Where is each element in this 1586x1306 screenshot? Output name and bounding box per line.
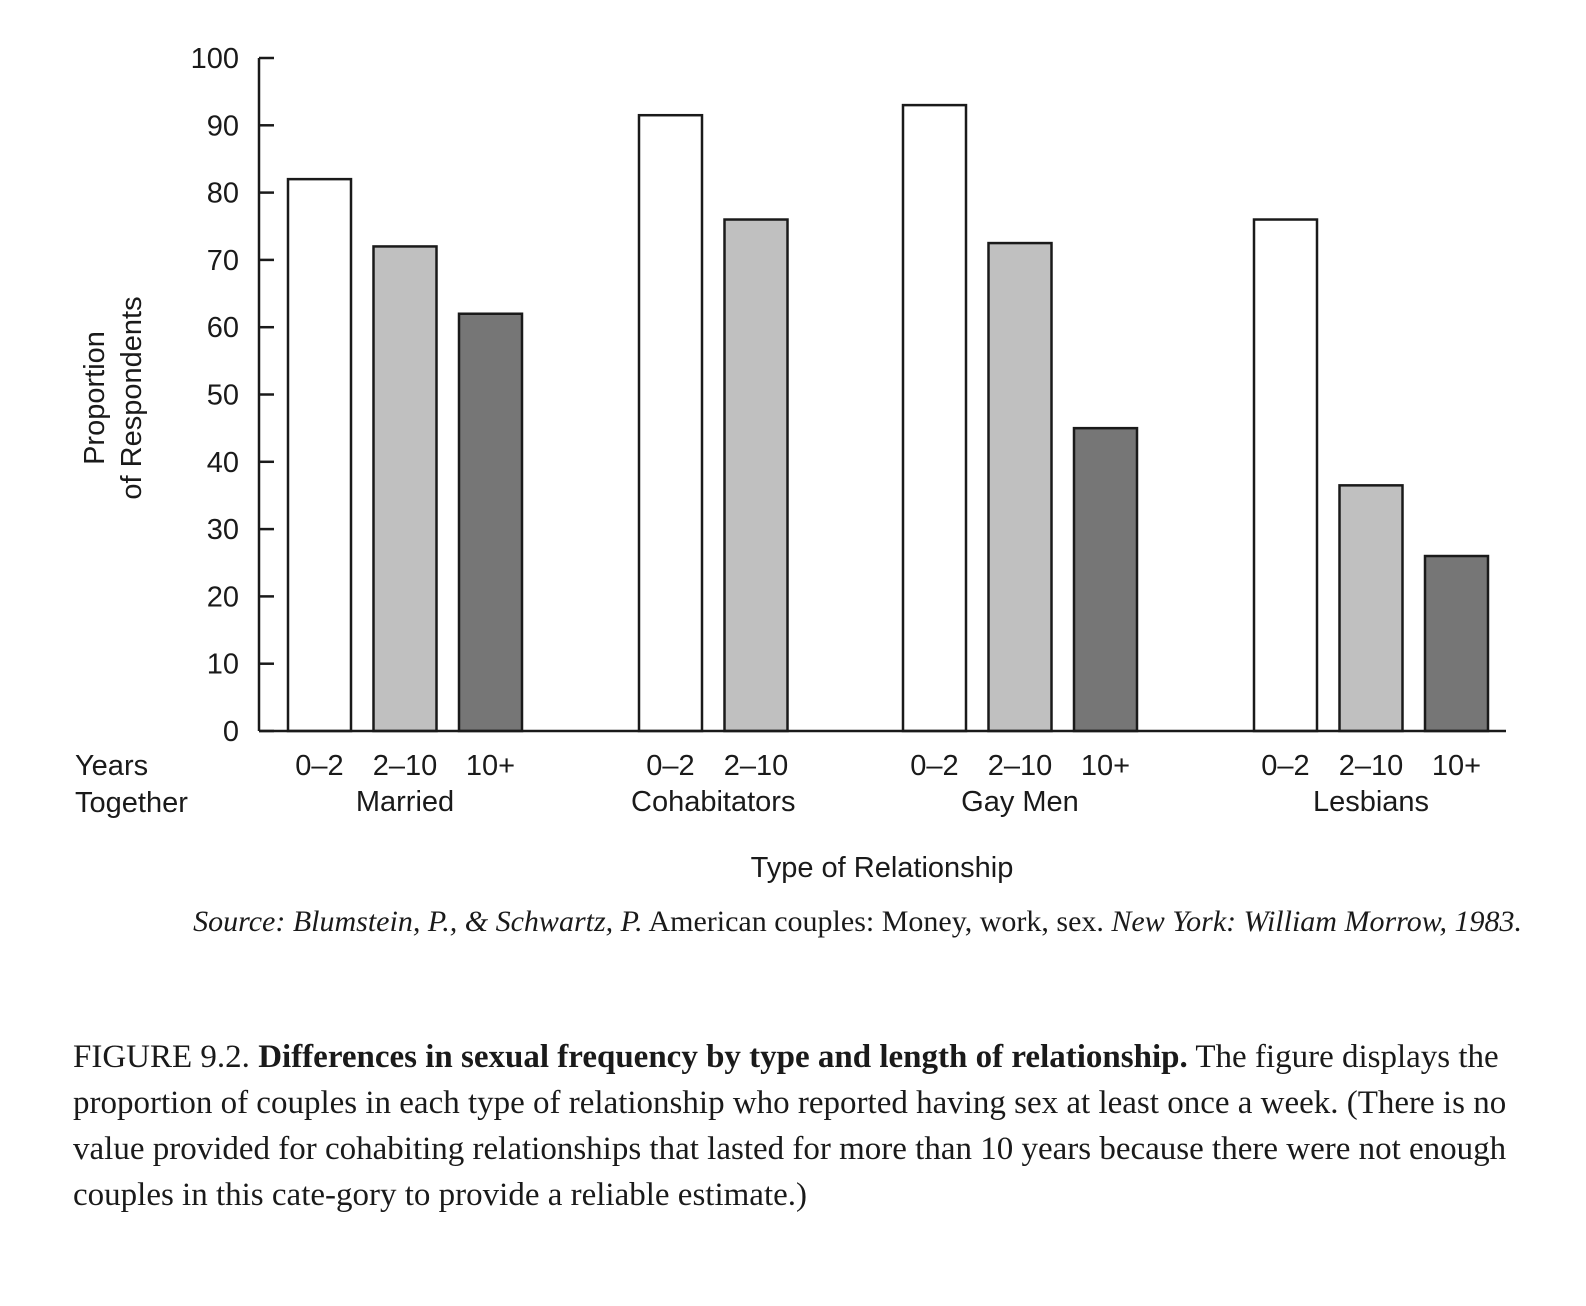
- y-tick-label: 0: [223, 716, 239, 748]
- x-axis-labels: 0–2 2–10 10+ Married 0–2 2–10 Cohabitators 0–2 2…: [295, 750, 1481, 818]
- x-axis-title: Type of Relationship: [751, 852, 1014, 884]
- y-axis-title-line2: of Respondents: [116, 296, 148, 499]
- bar-cohabitators-2-10: [723, 218, 789, 733]
- x-tick-label: 0–2: [1261, 750, 1309, 782]
- figure-body: The figure displays the proportion of co…: [73, 1039, 1507, 1213]
- x-tick-label: 2–10: [988, 750, 1053, 782]
- figure-label: FIGURE 9.2.: [73, 1039, 250, 1075]
- source-publisher: New York: William Morrow, 1983.: [1111, 905, 1522, 938]
- x-tick-label: 0–2: [910, 750, 958, 782]
- x-tick-label: 10+: [466, 750, 515, 782]
- x-tick-label: 0–2: [295, 750, 343, 782]
- y-tick-label: 40: [207, 447, 239, 479]
- bars: [286, 103, 1490, 733]
- y-tick-label: 80: [207, 178, 239, 210]
- x-tick-label: 10+: [1432, 750, 1481, 782]
- group-label: Cohabitators: [631, 786, 795, 818]
- figure-caption: FIGURE 9.2. Differences in sexual freque…: [73, 1034, 1523, 1218]
- source-authors: Source: Blumstein, P., & Schwartz, P.: [193, 905, 643, 938]
- y-tick-label: 50: [207, 380, 239, 412]
- bar-married-0-2: [286, 177, 353, 733]
- y-axis-ticks: 0 10 20 30 40 50 60 70 80 90 100: [191, 43, 274, 748]
- bar-married-2-10: [372, 245, 438, 733]
- bar-cohabitators-0-2: [637, 113, 704, 733]
- y-tick-label: 20: [207, 581, 239, 613]
- bar-lesbians-2-10: [1338, 484, 1404, 733]
- bar-lesbians-10+: [1423, 554, 1490, 733]
- bar-lesbians-0-2: [1252, 218, 1319, 733]
- x-tick-label: 2–10: [724, 750, 789, 782]
- x-tick-label: 2–10: [1339, 750, 1404, 782]
- group-label: Gay Men: [961, 786, 1079, 818]
- y-tick-label: 30: [207, 514, 239, 546]
- bar-gay-men-0-2: [901, 103, 968, 733]
- y-axis-title-line1: Proportion: [79, 331, 111, 465]
- x-prefix-years: Years: [75, 750, 148, 782]
- bar-gay-men-2-10: [987, 241, 1053, 733]
- x-tick-label: 2–10: [373, 750, 438, 782]
- group-label: Lesbians: [1313, 786, 1429, 818]
- y-tick-label: 100: [191, 43, 239, 75]
- x-tick-label: 10+: [1081, 750, 1130, 782]
- x-prefix-together: Together: [75, 787, 188, 819]
- y-tick-label: 60: [207, 312, 239, 344]
- y-tick-label: 10: [207, 649, 239, 681]
- bar-chart: 0 10 20 30 40 50 60 70 80 90 100 0–2 2–10 10+ Married…: [75, 43, 1506, 884]
- source-citation: Source: Blumstein, P., & Schwartz, P. Am…: [80, 898, 1522, 946]
- bar-married-10+: [457, 312, 524, 733]
- bar-gay-men-10+: [1072, 426, 1139, 733]
- group-label: Married: [356, 786, 454, 818]
- figure-heading: Differences in sexual frequency by type …: [258, 1039, 1188, 1075]
- y-tick-label: 90: [207, 110, 239, 142]
- x-tick-label: 0–2: [646, 750, 694, 782]
- source-title: American couples: Money, work, sex.: [648, 905, 1104, 938]
- y-tick-label: 70: [207, 245, 239, 277]
